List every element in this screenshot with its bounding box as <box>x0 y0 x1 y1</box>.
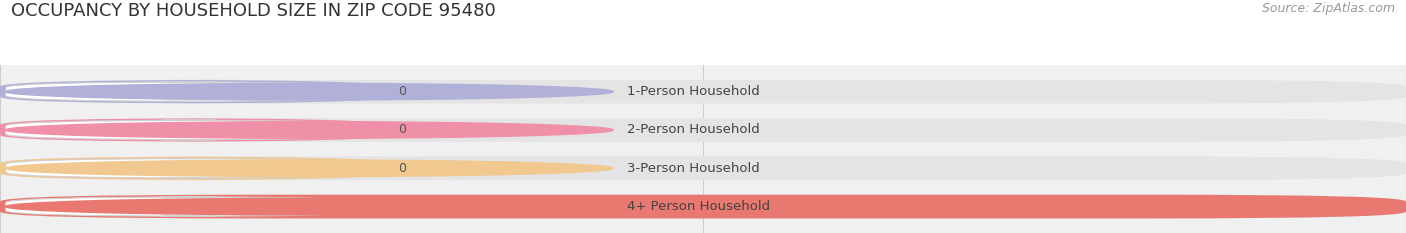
Text: 0: 0 <box>398 162 406 175</box>
FancyBboxPatch shape <box>0 195 1406 219</box>
Circle shape <box>6 160 613 177</box>
FancyBboxPatch shape <box>0 118 1406 142</box>
FancyBboxPatch shape <box>0 118 387 142</box>
FancyBboxPatch shape <box>0 156 387 180</box>
FancyBboxPatch shape <box>6 120 373 140</box>
Text: 4+ Person Household: 4+ Person Household <box>627 200 770 213</box>
Text: 0: 0 <box>398 85 406 98</box>
FancyBboxPatch shape <box>6 158 373 178</box>
Circle shape <box>6 122 613 138</box>
FancyBboxPatch shape <box>0 80 1406 103</box>
Text: 0: 0 <box>398 123 406 137</box>
FancyBboxPatch shape <box>0 80 387 103</box>
Text: 3-Person Household: 3-Person Household <box>627 162 761 175</box>
FancyBboxPatch shape <box>0 195 1406 219</box>
FancyBboxPatch shape <box>6 82 373 101</box>
Text: Source: ZipAtlas.com: Source: ZipAtlas.com <box>1261 2 1395 15</box>
Circle shape <box>6 198 613 215</box>
FancyBboxPatch shape <box>0 156 1406 180</box>
FancyBboxPatch shape <box>6 197 373 216</box>
Text: 1-Person Household: 1-Person Household <box>627 85 761 98</box>
Circle shape <box>6 83 613 100</box>
Text: 2-Person Household: 2-Person Household <box>627 123 761 137</box>
Text: OCCUPANCY BY HOUSEHOLD SIZE IN ZIP CODE 95480: OCCUPANCY BY HOUSEHOLD SIZE IN ZIP CODE … <box>11 2 496 20</box>
